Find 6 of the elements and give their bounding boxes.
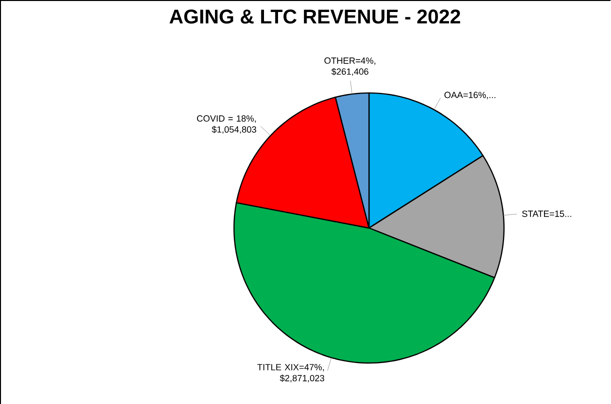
- slice-label: TITLE XIX=47%, $2,871,023: [257, 364, 324, 382]
- chart-title: AGING & LTC REVENUE - 2022: [170, 9, 460, 24]
- slice-label: STATE=15...: [522, 210, 572, 217]
- slice-label: OTHER=4%, $261,406: [324, 57, 376, 76]
- slice-label: OAA=16%,...: [444, 92, 496, 99]
- slice-label: COVID = 18%, $1,054,803: [197, 115, 256, 134]
